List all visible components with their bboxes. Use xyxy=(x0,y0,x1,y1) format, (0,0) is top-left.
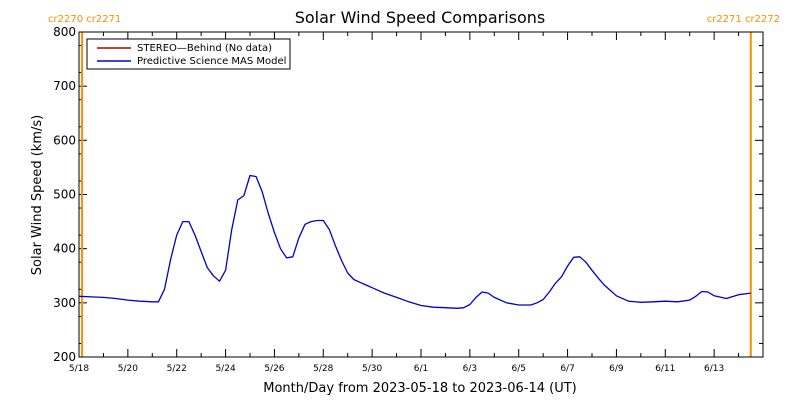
x-tick-label: 5/28 xyxy=(313,364,333,374)
y-tick-label: 700 xyxy=(53,79,76,93)
x-tick-label: 5/22 xyxy=(167,364,187,374)
legend-label-stereo: STEREO—Behind (No data) xyxy=(137,43,272,54)
x-tick-label: 6/9 xyxy=(609,364,624,374)
series-lines xyxy=(78,174,751,309)
y-axis-ticks: 200 300 400 500 600 700 800 xyxy=(53,25,763,364)
x-tick-label: 5/26 xyxy=(264,364,284,374)
series-line-mas-model xyxy=(78,174,751,309)
y-tick-label: 800 xyxy=(53,25,76,39)
x-tick-label: 6/1 xyxy=(414,364,428,374)
legend-box xyxy=(86,38,291,70)
carrington-rotation-markers: cr2270 cr2271 cr2271 cr2272 xyxy=(48,14,780,357)
y-tick-label: 400 xyxy=(53,242,76,256)
x-tick-label: 6/3 xyxy=(463,364,477,374)
x-axis-ticks: 5/18 5/20 5/22 5/24 5/26 5/28 5/30 6/1 6/3 6/5 6/7… xyxy=(69,32,764,374)
carrington-marker-label: cr2271 cr2272 xyxy=(707,14,780,25)
legend-label-mas: Predictive Science MAS Model xyxy=(137,56,286,67)
y-axis-label: Solar Wind Speed (km/s) xyxy=(30,115,45,275)
x-tick-label: 5/30 xyxy=(362,364,382,374)
chart-title: Solar Wind Speed Comparisons xyxy=(295,8,546,27)
y-tick-label: 500 xyxy=(53,188,76,202)
y-tick-label: 300 xyxy=(53,296,76,310)
x-tick-label: 5/24 xyxy=(215,364,235,374)
y-tick-label: 200 xyxy=(53,350,76,364)
y-tick-label: 600 xyxy=(53,133,76,147)
carrington-marker-label: cr2270 cr2271 xyxy=(48,14,121,25)
legend: STEREO—Behind (No data) Predictive Scien… xyxy=(86,38,291,70)
plot-frame xyxy=(78,31,764,358)
x-tick-label: 6/5 xyxy=(511,364,525,374)
x-axis-label: Month/Day from 2023-05-18 to 2023-06-14 … xyxy=(263,381,576,396)
x-tick-label: 6/11 xyxy=(655,364,675,374)
x-tick-label: 6/7 xyxy=(560,364,574,374)
x-tick-label: 5/20 xyxy=(118,364,138,374)
x-tick-label: 5/18 xyxy=(69,364,89,374)
x-tick-label: 6/13 xyxy=(704,364,724,374)
